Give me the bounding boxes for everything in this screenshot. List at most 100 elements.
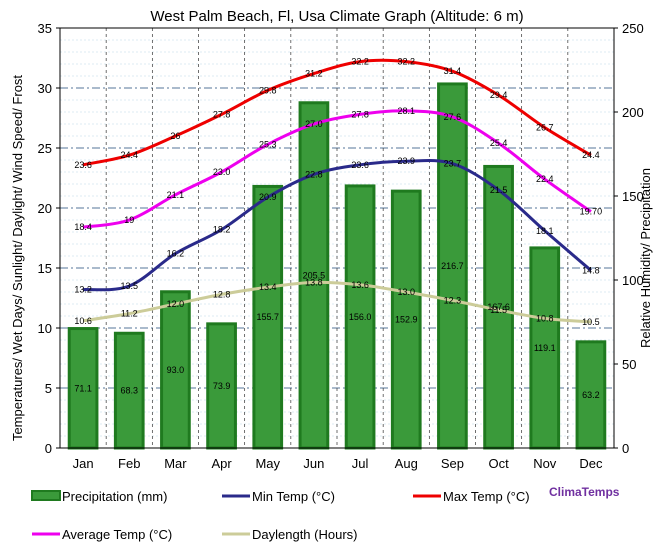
left-tick-label: 5 xyxy=(45,381,52,396)
left-tick-label: 0 xyxy=(45,441,52,456)
x-tick-label: Dec xyxy=(579,456,603,471)
daylength-line xyxy=(82,280,592,324)
max-temp-label: 32.2 xyxy=(397,57,415,67)
max-temp-line xyxy=(82,58,592,167)
x-tick-label: Aug xyxy=(395,456,418,471)
daylength-label: 12.8 xyxy=(213,289,231,299)
max-temp-label: 26.7 xyxy=(536,123,554,133)
avg-temp-label: 27.6 xyxy=(444,112,462,122)
max-temp-label: 23.6 xyxy=(74,160,92,170)
min-temp-label: 23.6 xyxy=(351,160,369,170)
avg-temp-label: 25.3 xyxy=(259,139,277,149)
plot-border xyxy=(59,27,615,449)
x-tick-label: Nov xyxy=(533,456,557,471)
right-tick-label: 0 xyxy=(622,441,629,456)
daylength-label: 12.0 xyxy=(167,299,185,309)
precip-value-label: 216.7 xyxy=(441,261,464,271)
legend-max-temp-text: Max Temp (°C) xyxy=(443,489,530,504)
min-temp-label: 14.8 xyxy=(582,265,600,275)
precip-value-label: 156.0 xyxy=(349,312,372,322)
min-temp-line xyxy=(82,159,592,292)
x-tick-label: Feb xyxy=(118,456,140,471)
legend-precipitation-text: Precipitation (mm) xyxy=(62,489,167,504)
precip-bar xyxy=(575,340,607,450)
precip-value-label: 119.1 xyxy=(534,343,556,353)
min-temp-label: 16.2 xyxy=(167,249,185,259)
left-tick-label: 25 xyxy=(38,141,52,156)
max-temp-label: 32.2 xyxy=(351,57,369,67)
avg-temp-label: 18.4 xyxy=(74,222,92,232)
avg-temp-label: 27.8 xyxy=(351,109,369,119)
daylength-label: 13.8 xyxy=(305,277,323,287)
avg-temp-line xyxy=(82,109,592,229)
precip-value-label: 155.7 xyxy=(256,312,279,322)
precip-value-label: 63.2 xyxy=(582,390,600,400)
right-tick-label: 100 xyxy=(622,273,644,288)
avg-temp-label: 22.4 xyxy=(536,174,554,184)
max-temp-label: 27.8 xyxy=(213,109,231,119)
min-temp-label: 22.8 xyxy=(305,169,323,179)
precip-value-label: 152.9 xyxy=(395,315,418,325)
legend-daylength-text: Daylength (Hours) xyxy=(252,527,358,542)
left-tick-label: 30 xyxy=(38,81,52,96)
x-tick-label: Oct xyxy=(488,456,509,471)
left-tick-label: 15 xyxy=(38,261,52,276)
max-temp-label: 29.8 xyxy=(259,85,277,95)
daylength-label: 11.2 xyxy=(121,309,138,319)
max-temp-label: 31.4 xyxy=(444,66,462,76)
legend-avg-temp-text: Average Temp (°C) xyxy=(62,527,172,542)
precip-value-label: 68.3 xyxy=(120,386,138,396)
x-tick-label: Mar xyxy=(164,456,187,471)
x-tick-label: May xyxy=(255,456,280,471)
right-tick-label: 50 xyxy=(622,357,636,372)
daylength-label: 12.3 xyxy=(444,295,462,305)
x-tick-label: Jul xyxy=(352,456,369,471)
daylength-label: 13.6 xyxy=(351,280,369,290)
min-temp-label: 13.2 xyxy=(74,285,92,295)
daylength-label: 10.6 xyxy=(74,316,92,326)
left-axis-title: Temperatures/ Wet Days/ Sunlight/ Daylig… xyxy=(10,75,25,441)
daylength-label: 10.8 xyxy=(536,313,554,323)
left-tick-label: 10 xyxy=(38,321,52,336)
precip-bar xyxy=(160,290,191,450)
daylength-label: 11.5 xyxy=(490,305,507,315)
avg-temp-label: 23.0 xyxy=(213,167,231,177)
min-temp-label: 23.9 xyxy=(397,156,415,166)
min-temp-label: 23.7 xyxy=(444,159,462,169)
max-temp-label: 31.2 xyxy=(305,69,323,79)
left-tick-label: 20 xyxy=(38,201,52,216)
right-tick-label: 150 xyxy=(622,189,644,204)
precip-value-label: 167.6 xyxy=(487,302,510,312)
daylength-label: 10.5 xyxy=(582,317,600,327)
daylength-label: 13.0 xyxy=(397,287,415,297)
right-tick-label: 250 xyxy=(622,21,644,36)
max-temp-label: 24.4 xyxy=(120,150,138,160)
min-temp-label: 20.9 xyxy=(259,192,277,202)
daylength-label: 13.4 xyxy=(259,282,277,292)
avg-temp-label: 25.4 xyxy=(490,138,508,148)
precip-value-label: 205.5 xyxy=(303,270,326,280)
left-tick-label: 35 xyxy=(38,21,52,36)
right-axis-title: Relative Humidity/ Precipitation xyxy=(638,168,653,348)
avg-temp-label: 21.1 xyxy=(167,190,185,200)
precip-bar xyxy=(113,331,145,450)
min-temp-label: 18.1 xyxy=(536,226,554,236)
max-temp-label: 24.4 xyxy=(582,150,600,160)
min-temp-label: 13.5 xyxy=(120,281,138,291)
avg-temp-label: 19 xyxy=(124,215,134,225)
min-temp-label: 18.2 xyxy=(213,225,231,235)
min-temp-label: 21.5 xyxy=(490,185,508,195)
right-tick-label: 200 xyxy=(622,105,644,120)
x-tick-label: Jun xyxy=(303,456,324,471)
legend-min-temp-text: Min Temp (°C) xyxy=(252,489,335,504)
legend-precipitation-swatch xyxy=(31,490,61,501)
chart-title: West Palm Beach, Fl, Usa Climate Graph (… xyxy=(150,8,523,25)
max-temp-label: 26 xyxy=(170,131,180,141)
precip-value-label: 93.0 xyxy=(167,365,185,375)
brand-label: ClimaTemps xyxy=(549,485,620,499)
avg-temp-label: 19.70 xyxy=(580,207,603,217)
x-tick-label: Jan xyxy=(73,456,94,471)
precip-value-label: 73.9 xyxy=(213,381,231,391)
